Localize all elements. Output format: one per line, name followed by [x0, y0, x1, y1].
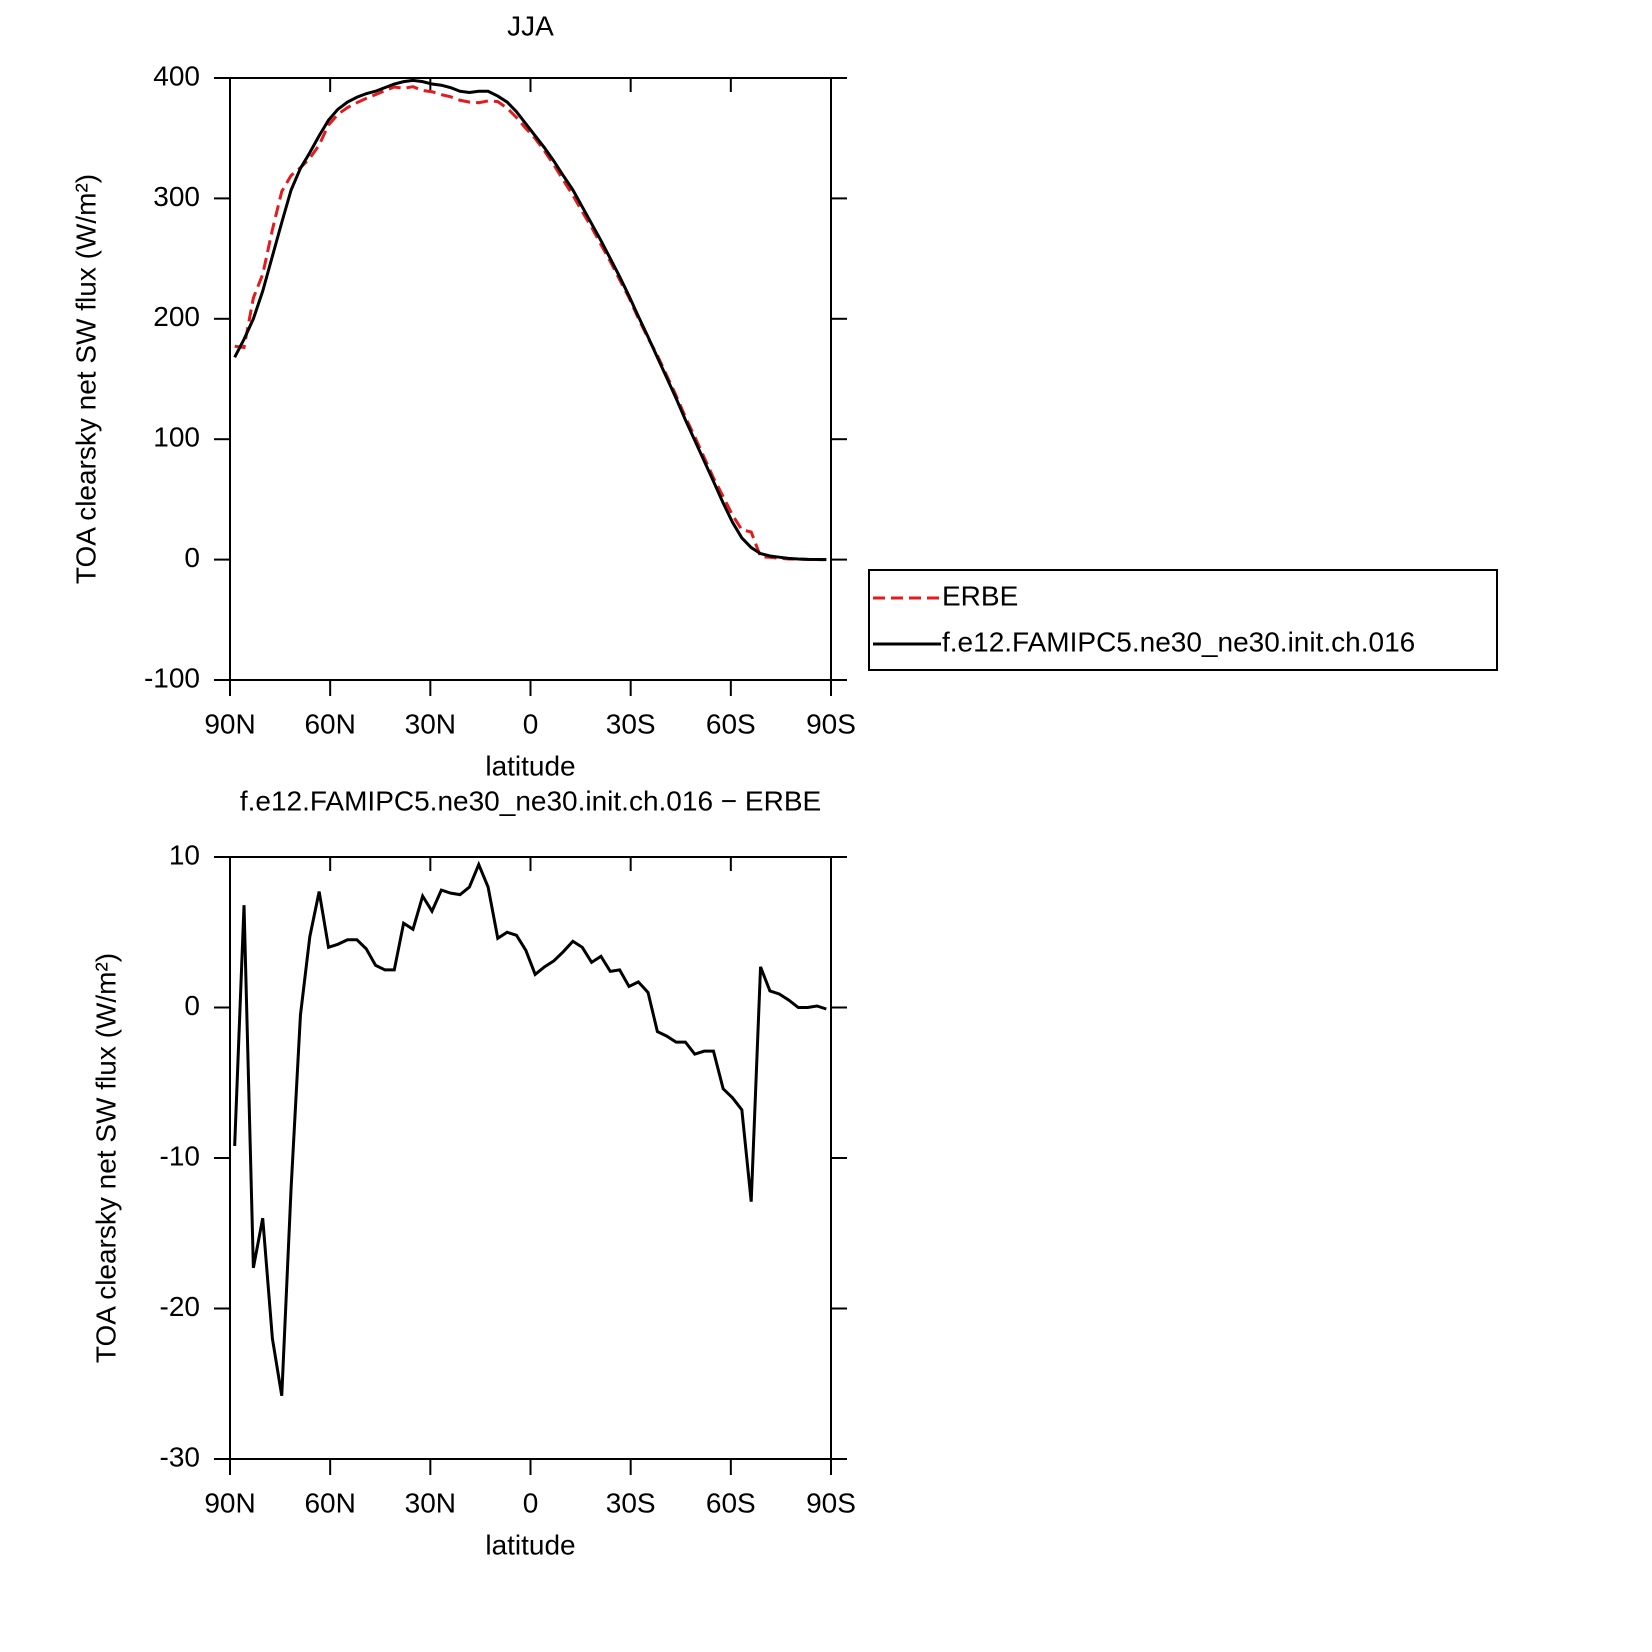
- y-tick-label: -10: [160, 1140, 200, 1171]
- data-line: [234, 85, 827, 562]
- data-line: [233, 860, 827, 1397]
- y-tick-label: 100: [153, 422, 200, 453]
- plot-frame: [229, 856, 832, 1460]
- x-tick-label: 30N: [405, 708, 456, 739]
- x-tick-label: 30S: [606, 708, 656, 739]
- x-axis-label: latitude: [485, 1529, 575, 1560]
- y-tick-label: 0: [184, 542, 200, 573]
- y-tick-label: 400: [153, 60, 200, 91]
- legend-label: ERBE: [942, 580, 1018, 611]
- x-tick-label: 90N: [204, 708, 255, 739]
- y-axis-label: TOA clearsky net SW flux (W/m²): [70, 174, 101, 584]
- y-tick-label: 300: [153, 181, 200, 212]
- y-tick-label: -100: [144, 662, 200, 693]
- x-tick-label: 0: [523, 1487, 539, 1518]
- x-tick-label: 90S: [806, 708, 856, 739]
- x-axis-label: latitude: [485, 750, 575, 781]
- y-tick-label: -20: [160, 1291, 200, 1322]
- plot-frame: [229, 77, 832, 681]
- x-tick-label: 60S: [706, 708, 756, 739]
- y-tick-label: 10: [169, 839, 200, 870]
- y-tick-label: -30: [160, 1441, 200, 1472]
- chart-title: JJA: [507, 10, 554, 41]
- legend-label: f.e12.FAMIPC5.ne30_ne30.init.ch.016: [942, 626, 1415, 657]
- x-tick-label: 60S: [706, 1487, 756, 1518]
- legend-box: [868, 569, 1498, 671]
- y-tick-label: 0: [184, 990, 200, 1021]
- chart-title: f.e12.FAMIPC5.ne30_ne30.init.ch.016 − ER…: [240, 785, 821, 816]
- x-tick-label: 90S: [806, 1487, 856, 1518]
- x-tick-label: 30N: [405, 1487, 456, 1518]
- x-tick-label: 0: [523, 708, 539, 739]
- data-line: [233, 78, 827, 562]
- y-axis-label: TOA clearsky net SW flux (W/m²): [90, 953, 121, 1363]
- x-tick-label: 60N: [304, 1487, 355, 1518]
- x-tick-label: 90N: [204, 1487, 255, 1518]
- y-tick-label: 200: [153, 301, 200, 332]
- x-tick-label: 60N: [304, 708, 355, 739]
- x-tick-label: 30S: [606, 1487, 656, 1518]
